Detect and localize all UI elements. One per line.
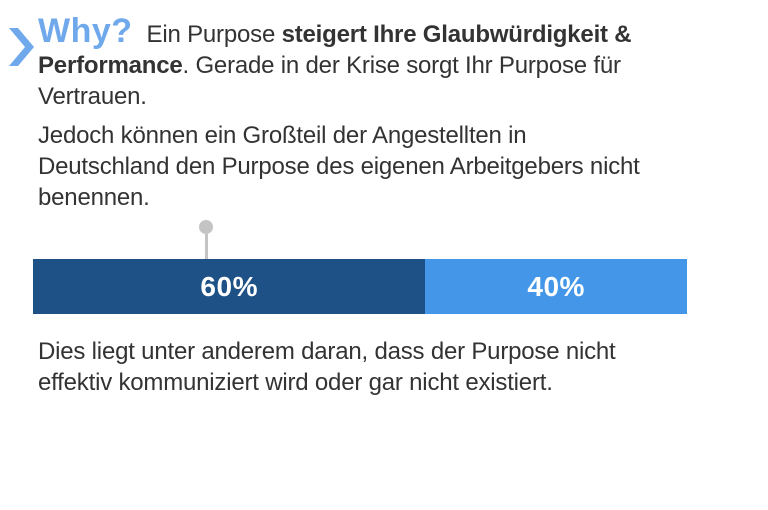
chevron-right-icon (8, 27, 35, 67)
intro-text-regular-2: . Gerade in der Krise sorgt Ihr Purpose … (38, 52, 621, 110)
pin-marker-icon (199, 220, 214, 259)
intro-text-regular-1: Ein Purpose (146, 21, 282, 48)
pin-stem (204, 234, 208, 259)
bar-segment-40: 40% (425, 259, 687, 314)
bar-label-60: 60% (200, 270, 258, 302)
pin-head (199, 220, 214, 234)
paragraph-employees: Jedoch können ein Großteil der Angestell… (38, 122, 640, 211)
bar-chart: 60% 40% (33, 220, 687, 314)
intro-text-bold: steigert Ihre Glaubwürdigkeit & Performa… (38, 21, 632, 79)
bar-label-40: 40% (527, 270, 585, 302)
intro-paragraph: Why? Ein Purpose steigert Ihre Glaubwürdi… (38, 14, 738, 112)
page-title: Why? (38, 12, 133, 50)
bar-segment-60: 60% (33, 259, 426, 314)
paragraph-communication: Dies liegt unter anderem daran, dass der… (38, 338, 616, 396)
